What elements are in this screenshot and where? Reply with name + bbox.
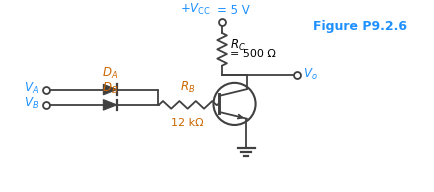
Text: Figure P9.2.6: Figure P9.2.6 (313, 20, 407, 33)
Polygon shape (103, 84, 117, 95)
Text: $V_A$: $V_A$ (24, 81, 39, 96)
Text: $R_B$: $R_B$ (180, 80, 195, 95)
Text: $R_C$: $R_C$ (230, 38, 246, 53)
Text: = 5 V: = 5 V (217, 4, 250, 17)
Text: $D_B$: $D_B$ (102, 81, 118, 96)
Text: = 500 Ω: = 500 Ω (230, 49, 276, 59)
Text: $+V_{\rm CC}$: $+V_{\rm CC}$ (180, 2, 211, 17)
Text: 12 kΩ: 12 kΩ (171, 118, 204, 128)
Text: $D_A$: $D_A$ (102, 66, 118, 81)
Text: $V_o$: $V_o$ (302, 67, 317, 82)
Text: $V_B$: $V_B$ (24, 96, 39, 112)
Polygon shape (103, 100, 117, 110)
